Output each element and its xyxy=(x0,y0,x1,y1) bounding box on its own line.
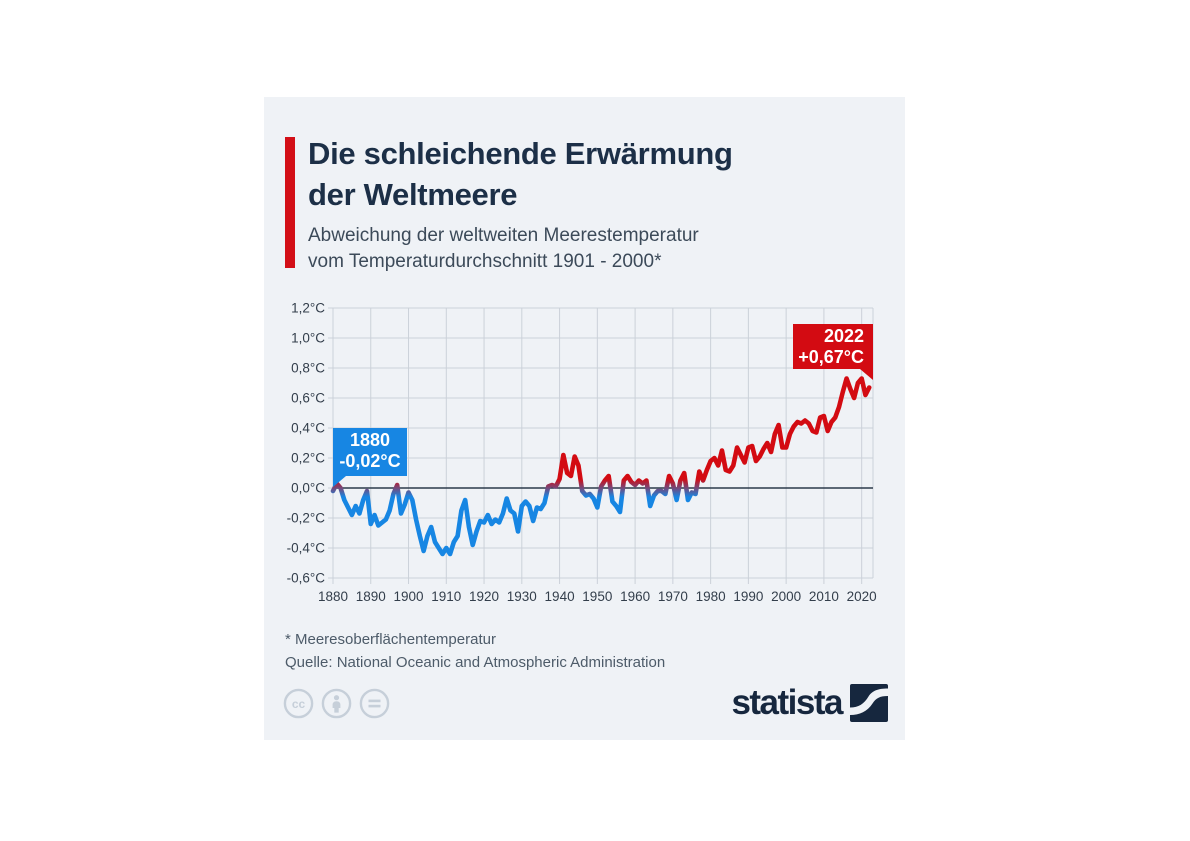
start-annotation-value: -0,02°C xyxy=(339,451,401,471)
x-axis-label: 2000 xyxy=(771,589,801,604)
statista-logo: statista xyxy=(731,684,888,722)
y-axis-label: 1,0°C xyxy=(291,331,325,346)
end-annotation-pointer xyxy=(860,369,873,380)
cc-icon: cc xyxy=(283,688,314,719)
anomaly-line xyxy=(330,376,872,557)
x-axis-label: 1910 xyxy=(431,589,461,604)
y-axis-label: 1,2°C xyxy=(291,301,325,316)
end-annotation-year: 2022 xyxy=(823,326,864,346)
y-axis-label: 0,6°C xyxy=(291,391,325,406)
x-axis-label: 1930 xyxy=(507,589,537,604)
y-axis-label: 0,4°C xyxy=(291,421,325,436)
temperature-line-chart: 1,2°C 1,0°C 0,8°C 0,6°C 0,4°C 0,2°C 0,0°C -0,2°… xyxy=(287,301,877,605)
x-axis-label: 1960 xyxy=(620,589,650,604)
x-axis-label: 1900 xyxy=(394,589,424,604)
subtitle-line-2: vom Temperaturdurchschnitt 1901 - 2000* xyxy=(308,251,662,272)
x-axis-label: 1980 xyxy=(696,589,726,604)
statista-wordmark: statista xyxy=(731,683,843,722)
no-derivatives-icon xyxy=(359,688,390,719)
source-line: Quelle: National Oceanic and Atmospheric… xyxy=(285,654,666,671)
start-annotation: 1880 -0,02°C xyxy=(333,428,407,487)
y-axis-label: 0,0°C xyxy=(291,481,325,496)
chart-subtitle: Abweichung der weltweiten Meerestemperat… xyxy=(308,223,699,275)
infographic-card: Die schleichende Erwärmung der Weltmeere… xyxy=(264,97,905,740)
x-axis-label: 1890 xyxy=(356,589,386,604)
x-axis-label: 1880 xyxy=(318,589,348,604)
subtitle-line-1: Abweichung der weltweiten Meerestemperat… xyxy=(308,225,699,246)
y-axis-label: -0,6°C xyxy=(287,571,326,586)
start-annotation-year: 1880 xyxy=(349,430,391,450)
svg-text:cc: cc xyxy=(292,697,306,711)
license-icons: cc xyxy=(283,688,390,719)
y-axis-label: -0,2°C xyxy=(287,511,326,526)
title-accent-bar xyxy=(285,137,295,268)
title-line-1: Die schleichende Erwärmung xyxy=(308,136,733,171)
end-annotation: 2022 +0,67°C xyxy=(793,324,873,380)
x-axis-label: 1950 xyxy=(582,589,612,604)
footnotes: * Meeresoberflächentemperatur Quelle: Na… xyxy=(285,628,665,674)
x-axis-label: 1940 xyxy=(545,589,575,604)
x-axis-label: 2010 xyxy=(809,589,839,604)
x-axis-label: 1990 xyxy=(733,589,763,604)
attribution-icon xyxy=(321,688,352,719)
end-annotation-value: +0,67°C xyxy=(798,347,864,367)
y-axis-label: 0,8°C xyxy=(291,361,325,376)
statista-logo-icon xyxy=(850,684,888,722)
x-axis-label: 2020 xyxy=(847,589,877,604)
page-title: Die schleichende Erwärmung der Weltmeere xyxy=(308,133,733,215)
start-annotation-pointer xyxy=(333,476,346,487)
x-axis-label: 1970 xyxy=(658,589,688,604)
x-axis-label: 1920 xyxy=(469,589,499,604)
footnote-asterisk: * Meeresoberflächentemperatur xyxy=(285,631,496,648)
y-axis-label: 0,2°C xyxy=(291,451,325,466)
y-axis-label: -0,4°C xyxy=(287,541,326,556)
title-line-2: der Weltmeere xyxy=(308,177,518,212)
